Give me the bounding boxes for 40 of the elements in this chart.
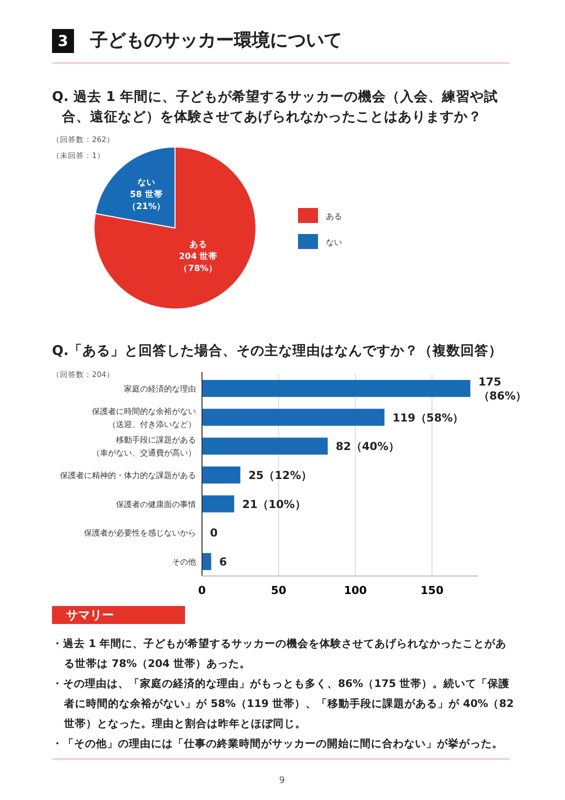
data-label: 0 [210, 526, 218, 540]
text: ・その理由は、「家庭の経済的な理由」がもっとも多く、86%（175 世帯）。続いて「保護者に時間的な余裕がない」が 58%（119 世帯）、「移動手段に課題がある」が 40%（82 世帯）となった。理由と割合は昨年とほぼ同じ。 [52, 676, 515, 732]
y-tick-label: その他 [172, 558, 196, 567]
slice-label: ある [189, 240, 208, 250]
data-label: 204 世帯（78%） [179, 250, 218, 274]
data-label: 25（12%） [248, 469, 312, 482]
pie-slice [94, 146, 256, 310]
bar [202, 495, 234, 512]
bar [202, 466, 240, 484]
bar [202, 380, 470, 397]
x-tick-label: 150 [420, 584, 444, 597]
data-label: 6 [219, 556, 228, 569]
legend-label: ない [326, 238, 342, 247]
chart-title: Q.「ある」と回答した場合、その主な理由はなんですか？（複数回答） [52, 342, 504, 361]
bar [202, 408, 384, 426]
y-tick-label: 保護者に精神的・体力的な課題がある [60, 471, 196, 480]
data-label: 82（40%） [336, 440, 400, 454]
text: 3 [52, 29, 74, 53]
bar [202, 553, 212, 570]
data-label: 175（86%） [478, 375, 527, 402]
text: ・過去 1 年間に、子どもが希望するサッカーの機会を体験させてあげられなかったことがある世帯は 78%（204 世帯）あった。 [52, 637, 508, 672]
chart-title: Q. 過去 1 年間に、子どもが希望するサッカーの機会（入会、練習や試合、遠征など）を体験させてあげられなかったことはありますか？ [52, 88, 500, 127]
y-tick-label: 移動手段に課題がある（車がない、交通費が高い） [92, 436, 196, 458]
slice-label: ない [137, 178, 156, 188]
legend-label: ある [326, 212, 342, 221]
y-tick-label: 保護者が必要性を感じないから [84, 528, 196, 538]
data-label: 119（58%） [392, 411, 464, 424]
x-tick-label: 100 [344, 584, 368, 597]
text: サマリー [52, 606, 185, 624]
data-label: 21（10%） [242, 498, 306, 511]
x-tick-label: 0 [198, 584, 206, 597]
x-tick-label: 50 [271, 584, 287, 597]
y-tick-label: 保護者に時間的な余裕がない（送迎、付き添いなど） [92, 406, 196, 429]
bar [202, 438, 328, 455]
text: 9 [278, 776, 286, 786]
y-tick-label: 家庭の経済的な理由 [124, 384, 196, 394]
text: 子どものサッカー環境について [90, 29, 342, 53]
text: ・「その他」の理由には「仕事の終業時間がサッカーの開始に間に合わない」が挙がった。 [52, 737, 504, 752]
data-label: 58 世帯（21%） [127, 188, 166, 212]
y-tick-label: 保護者の健康面の事情 [116, 500, 196, 509]
